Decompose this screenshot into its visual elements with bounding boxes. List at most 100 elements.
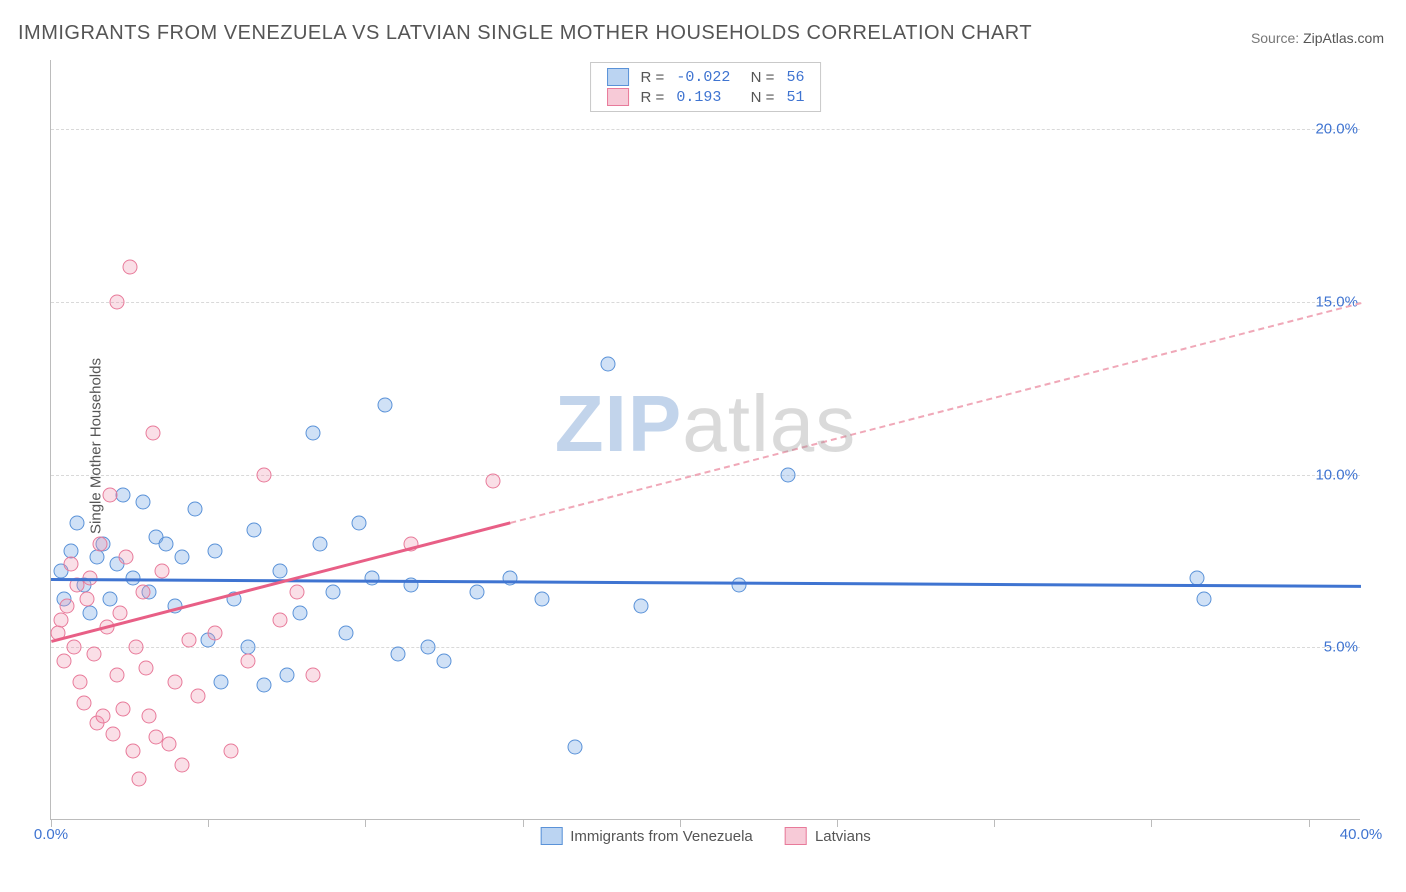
data-point: [112, 605, 127, 620]
data-point: [86, 647, 101, 662]
legend-item-pink: Latvians: [785, 827, 871, 845]
data-point: [188, 502, 203, 517]
data-point: [161, 737, 176, 752]
data-point: [145, 426, 160, 441]
data-point: [119, 550, 134, 565]
data-point: [106, 726, 121, 741]
data-point: [96, 709, 111, 724]
gridline: [51, 475, 1360, 476]
data-point: [292, 605, 307, 620]
data-point: [125, 743, 140, 758]
data-point: [158, 536, 173, 551]
data-point: [53, 612, 68, 627]
data-point: [109, 667, 124, 682]
data-point: [240, 654, 255, 669]
x-tick: [208, 819, 209, 827]
data-point: [391, 647, 406, 662]
swatch-blue: [540, 827, 562, 845]
data-point: [312, 536, 327, 551]
data-point: [273, 564, 288, 579]
data-point: [132, 771, 147, 786]
data-point: [63, 557, 78, 572]
data-point: [256, 467, 271, 482]
data-point: [135, 495, 150, 510]
y-tick-label: 20.0%: [1315, 121, 1362, 138]
data-point: [279, 667, 294, 682]
x-label-min: 0.0%: [34, 826, 68, 843]
data-point: [240, 640, 255, 655]
data-point: [80, 591, 95, 606]
watermark: ZIPatlas: [555, 378, 856, 470]
n-value-pink: 51: [780, 87, 810, 107]
data-point: [306, 667, 321, 682]
data-point: [76, 695, 91, 710]
data-point: [535, 591, 550, 606]
correlation-legend: R = -0.022 N = 56 R = 0.193 N = 51: [590, 62, 822, 112]
data-point: [66, 640, 81, 655]
legend-text-pink: Latvians: [815, 828, 871, 845]
data-point: [89, 550, 104, 565]
data-point: [437, 654, 452, 669]
data-point: [175, 550, 190, 565]
data-point: [780, 467, 795, 482]
n-value-blue: 56: [780, 67, 810, 87]
data-point: [60, 598, 75, 613]
source-label: Source:: [1251, 30, 1303, 46]
data-point: [325, 585, 340, 600]
data-point: [633, 598, 648, 613]
data-point: [73, 674, 88, 689]
data-point: [378, 398, 393, 413]
x-tick: [1151, 819, 1152, 827]
r-value-blue: -0.022: [670, 67, 736, 87]
y-tick-label: 10.0%: [1315, 466, 1362, 483]
x-label-max: 40.0%: [1340, 826, 1383, 843]
data-point: [224, 743, 239, 758]
data-point: [207, 543, 222, 558]
data-point: [70, 515, 85, 530]
x-tick: [994, 819, 995, 827]
source-attribution: Source: ZipAtlas.com: [1251, 30, 1384, 46]
chart-title: IMMIGRANTS FROM VENEZUELA VS LATVIAN SIN…: [18, 22, 1032, 45]
data-point: [306, 426, 321, 441]
legend-row-pink: R = 0.193 N = 51: [601, 87, 811, 107]
data-point: [109, 294, 124, 309]
x-tick: [365, 819, 366, 827]
data-point: [256, 678, 271, 693]
data-point: [600, 357, 615, 372]
data-point: [351, 515, 366, 530]
swatch-blue: [607, 68, 629, 86]
legend-text-blue: Immigrants from Venezuela: [570, 828, 753, 845]
x-tick: [523, 819, 524, 827]
data-point: [142, 709, 157, 724]
data-point: [102, 488, 117, 503]
data-point: [175, 757, 190, 772]
scatter-plot-area: ZIPatlas R = -0.022 N = 56 R = 0.193 N =…: [50, 60, 1360, 820]
data-point: [122, 260, 137, 275]
legend-row-blue: R = -0.022 N = 56: [601, 67, 811, 87]
data-point: [469, 585, 484, 600]
data-point: [93, 536, 108, 551]
data-point: [364, 571, 379, 586]
x-tick: [837, 819, 838, 827]
trend-line: [51, 578, 1361, 588]
data-point: [273, 612, 288, 627]
source-value: ZipAtlas.com: [1303, 30, 1384, 46]
data-point: [116, 488, 131, 503]
data-point: [63, 543, 78, 558]
data-point: [191, 688, 206, 703]
data-point: [155, 564, 170, 579]
n-label: N =: [736, 87, 780, 107]
data-point: [207, 626, 222, 641]
data-point: [1196, 591, 1211, 606]
n-label: N =: [736, 67, 780, 87]
data-point: [129, 640, 144, 655]
legend-item-blue: Immigrants from Venezuela: [540, 827, 753, 845]
trend-line: [510, 302, 1362, 524]
data-point: [289, 585, 304, 600]
r-value-pink: 0.193: [670, 87, 736, 107]
r-label: R =: [635, 87, 671, 107]
y-tick-label: 5.0%: [1324, 639, 1362, 656]
data-point: [135, 585, 150, 600]
data-point: [247, 522, 262, 537]
data-point: [420, 640, 435, 655]
